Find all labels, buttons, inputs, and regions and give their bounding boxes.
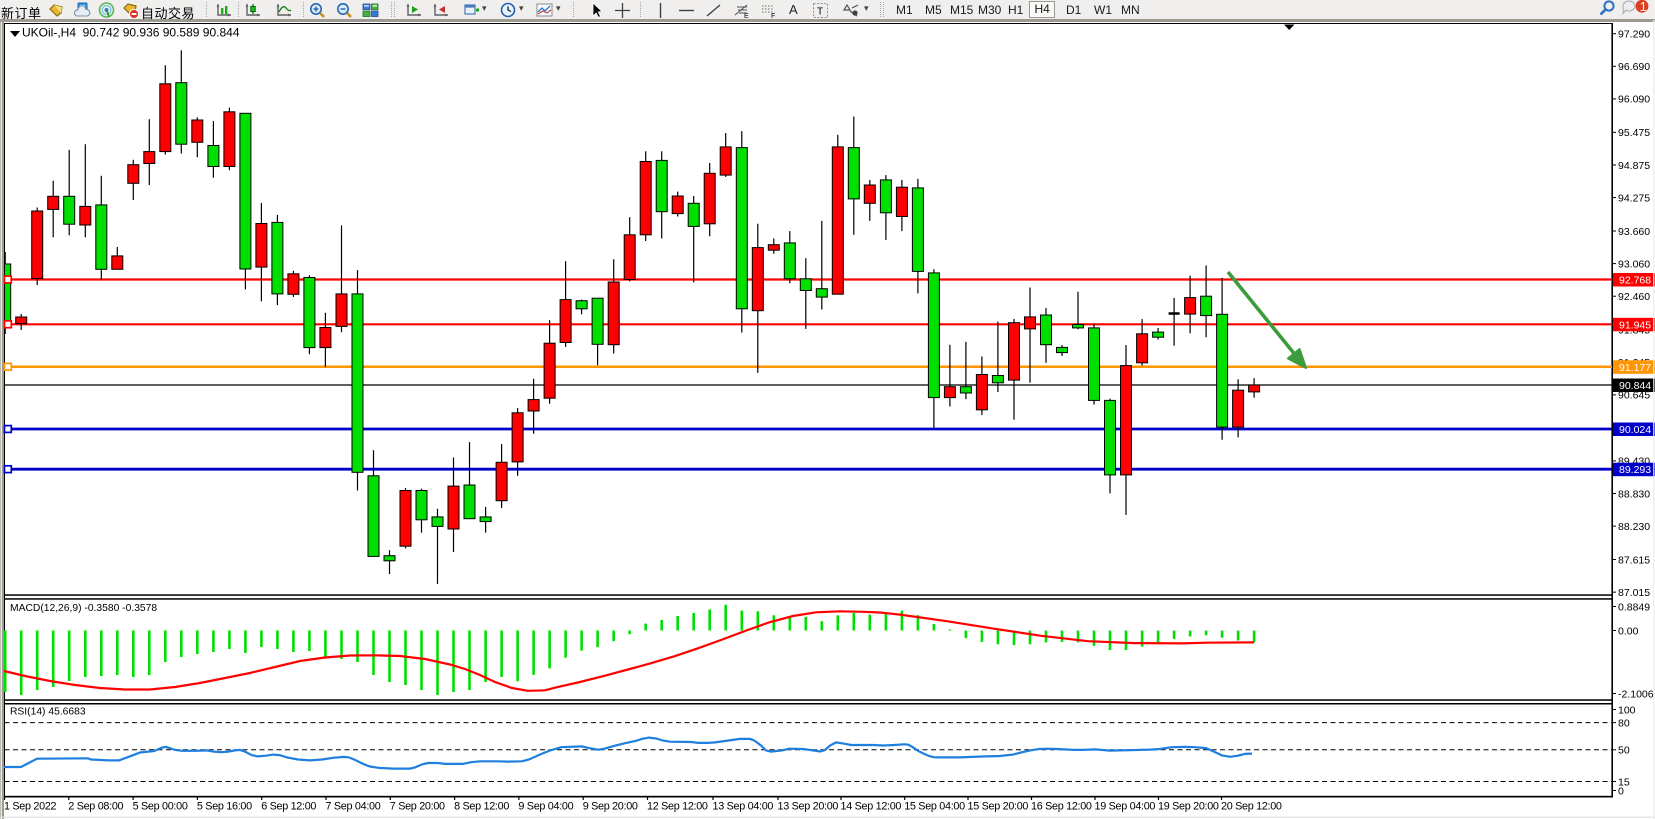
svg-text:2 Sep 08:00: 2 Sep 08:00 (68, 801, 123, 813)
svg-text:UKOil-,H4 90.742 90.936 90.58: UKOil-,H4 90.742 90.936 90.589 90.844 (22, 26, 240, 40)
svg-text:91.177: 91.177 (1619, 362, 1651, 374)
svg-text:100: 100 (1618, 704, 1636, 716)
svg-text:T: T (817, 7, 823, 18)
svg-text:15 Sep 04:00: 15 Sep 04:00 (904, 801, 965, 813)
svg-text:87.615: 87.615 (1618, 554, 1650, 566)
svg-text:MACD(12,26,9) -0.3580 -0.3578: MACD(12,26,9) -0.3580 -0.3578 (10, 603, 157, 614)
svg-text:92.768: 92.768 (1619, 275, 1651, 287)
svg-text:89.293: 89.293 (1619, 464, 1651, 476)
svg-text:92.460: 92.460 (1618, 291, 1650, 303)
svg-text:50: 50 (1618, 745, 1630, 757)
svg-text:0: 0 (1618, 785, 1624, 797)
svg-text:88.830: 88.830 (1618, 488, 1650, 500)
svg-text:88.230: 88.230 (1618, 521, 1650, 533)
svg-text:8 Sep 12:00: 8 Sep 12:00 (454, 801, 509, 813)
svg-text:15 Sep 20:00: 15 Sep 20:00 (968, 801, 1029, 813)
svg-text:20 Sep 12:00: 20 Sep 12:00 (1221, 801, 1282, 813)
svg-text:91.945: 91.945 (1619, 319, 1651, 331)
svg-text:94.875: 94.875 (1618, 160, 1650, 172)
svg-text:F: F (771, 13, 775, 19)
svg-text:5 Sep 16:00: 5 Sep 16:00 (197, 801, 252, 813)
svg-text:94.275: 94.275 (1618, 192, 1650, 204)
svg-text:0.8849: 0.8849 (1618, 601, 1650, 613)
svg-text:6 Sep 12:00: 6 Sep 12:00 (261, 801, 316, 813)
svg-text:90.844: 90.844 (1619, 380, 1651, 392)
svg-text:9 Sep 20:00: 9 Sep 20:00 (583, 801, 638, 813)
svg-text:9 Sep 04:00: 9 Sep 04:00 (518, 801, 573, 813)
svg-text:7 Sep 04:00: 7 Sep 04:00 (326, 801, 381, 813)
svg-text:5 Sep 00:00: 5 Sep 00:00 (133, 801, 188, 813)
svg-text:1 Sep 2022: 1 Sep 2022 (4, 801, 57, 813)
svg-text:12 Sep 12:00: 12 Sep 12:00 (647, 801, 708, 813)
svg-text:19 Sep 04:00: 19 Sep 04:00 (1095, 801, 1156, 813)
svg-text:19 Sep 20:00: 19 Sep 20:00 (1158, 801, 1219, 813)
svg-text:13 Sep 20:00: 13 Sep 20:00 (778, 801, 839, 813)
svg-text:87.015: 87.015 (1618, 587, 1650, 599)
svg-text:96.090: 96.090 (1618, 94, 1650, 106)
svg-text:93.060: 93.060 (1618, 258, 1650, 270)
svg-text:15: 15 (1618, 776, 1630, 788)
svg-text:90.645: 90.645 (1618, 390, 1650, 402)
svg-text:80: 80 (1618, 717, 1630, 729)
svg-text:0.00: 0.00 (1618, 625, 1639, 637)
svg-text:-2.1006: -2.1006 (1618, 688, 1654, 700)
svg-text:13 Sep 04:00: 13 Sep 04:00 (713, 801, 774, 813)
svg-text:96.690: 96.690 (1618, 61, 1650, 73)
svg-text:1: 1 (1640, 0, 1647, 14)
svg-text:16 Sep 12:00: 16 Sep 12:00 (1031, 801, 1092, 813)
svg-text:90.024: 90.024 (1619, 424, 1651, 436)
svg-text:7 Sep 20:00: 7 Sep 20:00 (390, 801, 445, 813)
svg-text:93.660: 93.660 (1618, 226, 1650, 238)
svg-text:RSI(14) 45.6683: RSI(14) 45.6683 (10, 707, 86, 718)
svg-text:14 Sep 12:00: 14 Sep 12:00 (841, 801, 902, 813)
svg-text:E: E (744, 13, 749, 19)
svg-text:97.290: 97.290 (1618, 29, 1650, 41)
svg-text:95.475: 95.475 (1618, 127, 1650, 139)
